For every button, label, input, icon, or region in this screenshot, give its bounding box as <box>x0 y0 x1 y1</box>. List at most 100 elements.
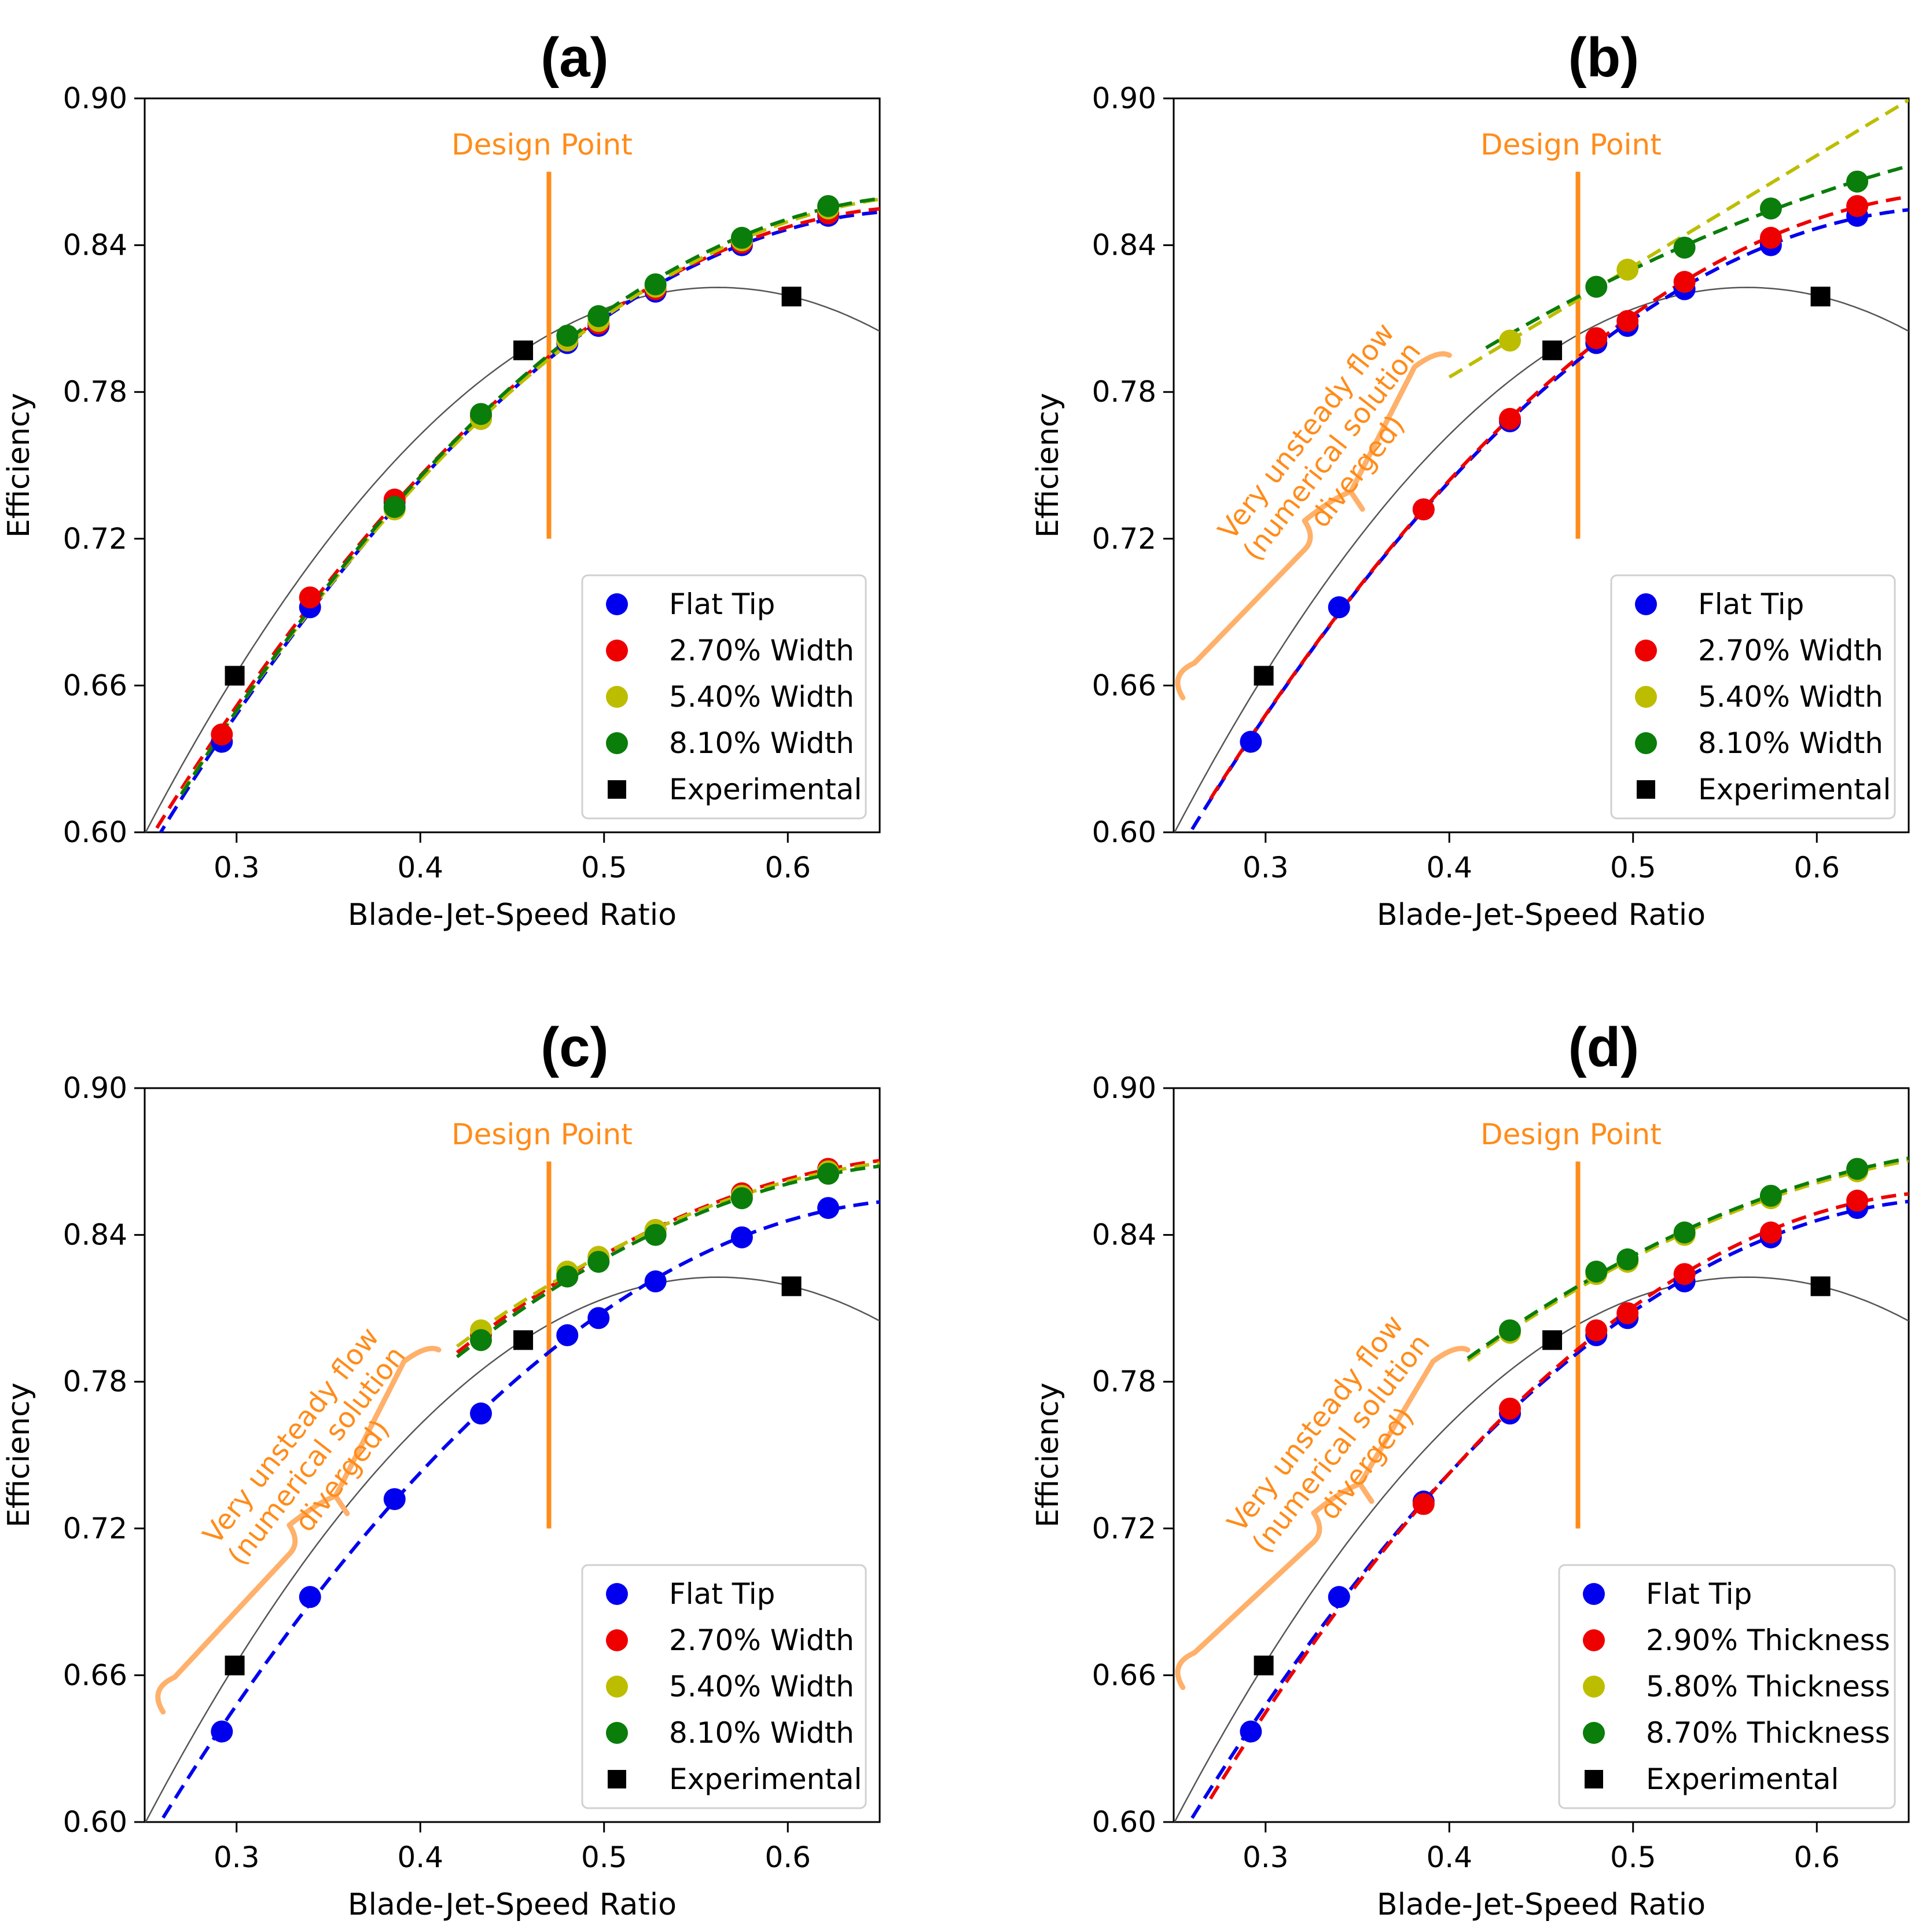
plot-frame <box>144 1087 881 1823</box>
data-point-2-70-width <box>1412 498 1435 521</box>
fit-curve-5-80-thickness <box>1467 1159 1909 1362</box>
legend-marker-2-70-width <box>606 1629 628 1651</box>
fit-curve-2-70-width <box>152 207 880 832</box>
y-tick-label: 0.90 <box>1092 82 1156 115</box>
data-point-flat-tip <box>730 1226 753 1248</box>
data-point-8-10-width <box>644 273 667 296</box>
panel-title: (b) <box>1568 27 1640 89</box>
legend-marker-2-70-width <box>606 640 628 662</box>
data-point-8-10-width <box>556 324 579 347</box>
data-point-8-10-width <box>1673 236 1696 259</box>
legend-marker-2-70-width <box>1635 640 1657 662</box>
plot-area <box>1174 98 1909 832</box>
data-point-experimental <box>1542 1330 1563 1350</box>
data-point-experimental <box>1810 1276 1831 1296</box>
data-point-flat-tip <box>1240 1720 1262 1743</box>
legend-label: 8.10% Width <box>669 1716 854 1750</box>
legend: Flat Tip 2.70% Width 5.40% Width 8.10% Widt… <box>581 1564 867 1809</box>
x-tick-label: 0.4 <box>397 1841 443 1874</box>
x-tick-label: 0.3 <box>214 1841 260 1874</box>
legend-label: 2.70% Width <box>669 1624 854 1657</box>
fit-curve-flat-tip <box>161 1200 880 1819</box>
chart-panel-c: (c) 0.60 0.66 0.72 0.78 0.84 0.90 0.3 0.4 0.5 0.6 B… <box>2 1016 881 1922</box>
legend-label: 5.40% Width <box>1698 680 1883 714</box>
x-axis-label: Blade-Jet-Speed Ratio <box>1377 1887 1706 1922</box>
experimental-fit-curve <box>145 287 880 832</box>
y-tick-label: 0.78 <box>1092 1365 1156 1398</box>
annotation-text-group: Very unsteady flow(numerical solutiondiv… <box>197 1321 412 1571</box>
plot-area <box>145 171 880 832</box>
data-point-8-70-thickness <box>1499 1319 1522 1342</box>
legend-marker-5-40-width <box>1635 686 1657 708</box>
data-point-flat-tip <box>470 1402 493 1425</box>
legend-marker-5-80-thickness <box>1583 1676 1605 1698</box>
plot-frame <box>1173 97 1910 833</box>
data-point-8-10-width <box>383 495 406 518</box>
legend-label: 5.80% Thickness <box>1646 1670 1890 1703</box>
x-tick-label: 0.6 <box>1794 851 1840 884</box>
data-point-experimental <box>1254 666 1274 686</box>
data-point-flat-tip <box>211 1720 233 1743</box>
x-tick-label: 0.4 <box>397 851 443 884</box>
design-point-label: Design Point <box>451 1118 633 1151</box>
y-tick-label: 0.84 <box>63 229 127 262</box>
legend-marker-8-10-width <box>1635 732 1657 754</box>
fit-curve-flat-tip <box>1190 1199 1909 1819</box>
data-point-8-10-width <box>587 1251 610 1273</box>
data-point-2-90-thickness <box>1499 1397 1522 1420</box>
y-tick-label: 0.84 <box>1092 229 1156 262</box>
legend-marker-experimental <box>1637 780 1655 799</box>
legend-marker-flat-tip <box>1583 1583 1605 1605</box>
x-axis-label: Blade-Jet-Speed Ratio <box>348 1887 677 1922</box>
y-axis-label: Efficiency <box>1031 393 1065 538</box>
data-point-2-70-width <box>299 586 321 609</box>
annotation-brace <box>1175 351 1452 701</box>
legend-marker-8-10-width <box>606 732 628 754</box>
panel-title: (d) <box>1568 1016 1640 1078</box>
legend-box <box>1610 574 1896 820</box>
data-point-experimental <box>1810 287 1831 307</box>
data-point-experimental <box>513 1330 534 1350</box>
annotation-brace <box>1175 1346 1471 1691</box>
plot-frame <box>1173 1087 1910 1823</box>
legend-marker-2-90-thickness <box>1583 1629 1605 1651</box>
x-tick-label: 0.5 <box>1610 1841 1656 1874</box>
panel-title: (a) <box>541 27 608 89</box>
legend: Flat Tip 2.90% Thickness 5.80% Thickness 8.… <box>1558 1564 1896 1809</box>
data-point-experimental <box>781 287 802 307</box>
annotation-text: (numerical solution <box>1237 336 1427 567</box>
data-point-8-10-width <box>817 1162 840 1185</box>
x-tick-label: 0.3 <box>214 851 260 884</box>
legend-label: 5.40% Width <box>669 1670 854 1703</box>
annotation-text: (numerical solution <box>222 1340 412 1571</box>
panel-title: (c) <box>541 1016 608 1078</box>
data-point-2-90-thickness <box>1616 1302 1639 1324</box>
legend-label: 2.70% Width <box>669 634 854 667</box>
plot-area <box>145 1158 880 1822</box>
legend-label: Flat Tip <box>1698 587 1804 621</box>
data-point-8-10-width <box>470 1329 493 1351</box>
legend-marker-5-40-width <box>606 1676 628 1698</box>
annotation-text-group: Very unsteady flow(numerical solutiondiv… <box>1212 317 1427 567</box>
legend-marker-5-40-width <box>606 686 628 708</box>
y-axis-label: Efficiency <box>1031 1383 1065 1527</box>
legend-marker-8-70-thickness <box>1583 1722 1605 1744</box>
legend-label: 2.90% Thickness <box>1646 1624 1890 1657</box>
data-point-flat-tip <box>556 1324 579 1346</box>
x-tick-label: 0.6 <box>1794 1841 1840 1874</box>
data-point-flat-tip <box>587 1307 610 1329</box>
data-point-flat-tip <box>1240 730 1262 753</box>
data-point-8-10-width <box>644 1224 667 1246</box>
legend-marker-experimental <box>608 1770 626 1788</box>
y-tick-label: 0.90 <box>63 82 127 115</box>
data-point-experimental <box>781 1276 802 1296</box>
legend-label: 8.10% Width <box>1698 726 1883 760</box>
data-point-8-10-width <box>1759 197 1782 220</box>
design-point-label: Design Point <box>451 128 633 161</box>
data-point-flat-tip <box>644 1270 667 1292</box>
y-tick-label: 0.60 <box>63 816 127 849</box>
data-point-8-10-width <box>1846 170 1869 193</box>
y-tick-label: 0.72 <box>1092 522 1156 556</box>
y-axis-label: Efficiency <box>2 393 36 538</box>
data-point-2-90-thickness <box>1585 1319 1608 1342</box>
